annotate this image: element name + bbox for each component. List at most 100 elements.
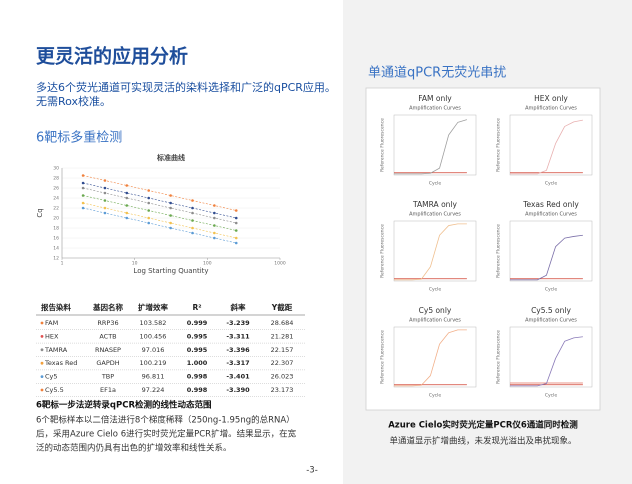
table-cell: 28.684 (271, 319, 294, 327)
data-point (81, 174, 85, 177)
y-tick-label: 12 (53, 256, 59, 262)
trend-line (83, 175, 237, 211)
data-point (125, 184, 129, 187)
subtitle-line: 无需Rox校准。 (36, 94, 111, 108)
trend-line (83, 182, 237, 219)
table-cell: RNASEP (95, 346, 121, 354)
table-cell: 21.281 (271, 332, 294, 340)
data-point (169, 226, 172, 230)
table-cell: -3.401 (226, 373, 250, 381)
data-point (191, 226, 194, 230)
data-point (191, 211, 194, 215)
dye-dot (40, 361, 44, 365)
panel-title: FAM only (418, 94, 452, 103)
data-point (147, 209, 151, 212)
data-point (234, 229, 238, 232)
table-cell: TAMRA (44, 346, 68, 354)
panel-xlabel: Cycle (545, 181, 558, 187)
x-tick-label: 1 (61, 261, 64, 267)
panel-title: Cy5 only (419, 306, 452, 315)
x-tick-label: 100 (203, 261, 212, 267)
amplification-curve (394, 119, 468, 175)
data-point (234, 236, 238, 240)
data-point (169, 201, 172, 205)
data-point (125, 191, 129, 195)
plot-area (393, 114, 477, 176)
caption-line: 泛的动态范围内仍具有出色的扩增效率和线性关系。 (36, 443, 232, 454)
amplification-curve (394, 329, 467, 387)
data-point (169, 206, 172, 210)
data-point (213, 231, 216, 235)
panel-ylabel: Reference Fluorescence (380, 224, 386, 278)
table-cell: Texas Red (44, 359, 77, 367)
section-title: 6靶标多重检测 (36, 130, 122, 146)
data-point (81, 181, 85, 185)
amplification-curve (510, 119, 583, 175)
table-cell: Cy5.5 (45, 386, 64, 394)
plot-area (509, 220, 593, 282)
data-point (234, 221, 238, 225)
trend-line (83, 195, 237, 231)
trend-line (83, 187, 237, 224)
data-point (103, 191, 107, 195)
data-point (191, 206, 194, 210)
panel-xlabel: Cycle (429, 287, 442, 293)
amplification-curve (510, 336, 583, 387)
panel-ylabel: Reference Fluorescence (496, 330, 502, 384)
panel-subtitle: Amplification Curves (409, 106, 461, 112)
data-point (234, 241, 238, 245)
y-tick-label: 28 (53, 176, 59, 182)
table-cell: 100.456 (140, 332, 167, 340)
amplification-curve (394, 223, 467, 281)
y-tick-label: 22 (53, 206, 59, 212)
table-cell: -3.311 (226, 332, 250, 340)
table-cell: ACTB (99, 332, 116, 340)
page-title: 更灵活的应用分析 (36, 45, 188, 68)
table-header: 扩增效率 (138, 302, 168, 312)
dye-dot (40, 388, 44, 392)
panel-subtitle: Amplification Curves (525, 318, 577, 324)
panel-subtitle: Amplification Curves (409, 318, 461, 324)
table-cell: FAM (45, 319, 58, 327)
data-point (103, 199, 107, 202)
data-point (81, 201, 85, 205)
data-point (125, 196, 129, 200)
x-tick-label: 1000 (274, 261, 286, 267)
data-point (103, 211, 107, 215)
table-cell: 0.995 (187, 346, 208, 354)
table-cell: 23.173 (271, 386, 294, 394)
dye-dot (40, 335, 44, 338)
data-point (191, 219, 194, 222)
data-point (234, 209, 238, 212)
data-point (213, 204, 216, 207)
panel-subtitle: Amplification Curves (525, 212, 577, 218)
x-axis-label: Log Starting Quantity (133, 267, 208, 275)
table-cell: 103.582 (140, 319, 167, 327)
y-axis-label: Cq (36, 208, 44, 217)
data-point (125, 216, 129, 220)
right-caption-title: Azure Cielo实时荧光定量PCR仪6通道同时检测 (388, 420, 578, 431)
data-point (169, 194, 172, 197)
panel-title: HEX only (534, 94, 568, 103)
dye-dot (40, 348, 44, 352)
table-cell: 22.157 (271, 346, 294, 354)
panel-ylabel: Reference Fluorescence (380, 330, 386, 384)
data-point (81, 206, 85, 210)
data-point (169, 214, 172, 217)
data-point (103, 186, 107, 190)
data-point (103, 206, 107, 210)
table-cell: GAPDH (96, 359, 119, 367)
data-point (169, 221, 172, 225)
table-header: 报告染料 (41, 302, 71, 312)
table-cell: 100.219 (140, 359, 167, 367)
data-point (103, 179, 107, 182)
data-point (81, 186, 85, 190)
x-tick-label: 10 (132, 261, 138, 267)
table-cell: 22.307 (271, 359, 294, 367)
table-cell: Cy5 (45, 373, 58, 381)
caption-title: 6靶标一步法逆转录qPCR检测的线性动态范围 (36, 400, 212, 411)
chart-title: 标准曲线 (156, 153, 185, 162)
data-point (147, 189, 151, 192)
table-header: Y截距 (271, 302, 293, 312)
table-cell: TBP (101, 373, 114, 381)
